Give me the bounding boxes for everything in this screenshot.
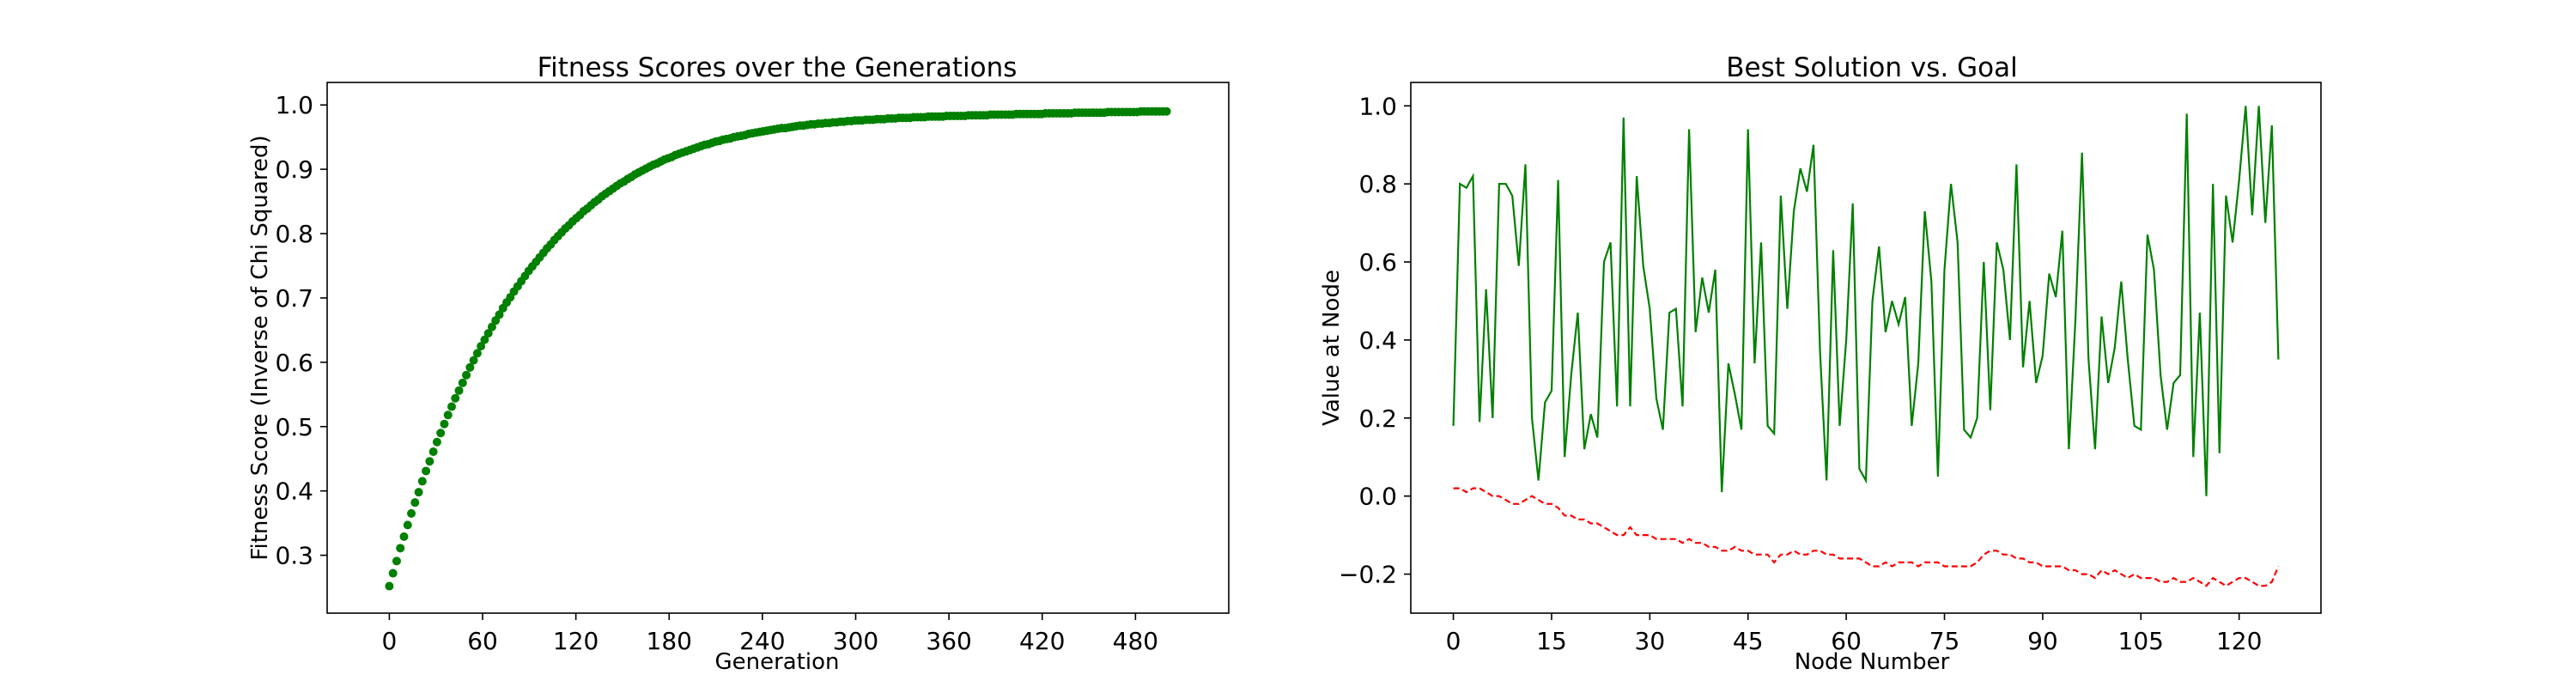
solution-y-tick-label: 0.0 (1358, 483, 1397, 511)
fitness-point (469, 356, 478, 365)
fitness-point (428, 447, 438, 456)
fitness-chart-ylabel: Fitness Score (Inverse of Chi Squared) (247, 135, 273, 560)
fitness-point (495, 310, 504, 319)
fitness-x-tick-label: 120 (553, 627, 598, 655)
solution-y-frame (1410, 82, 2322, 614)
fitness-y-frame (326, 82, 1230, 614)
fitness-point (414, 488, 423, 497)
fitness-chart-marks (385, 106, 1171, 591)
fitness-point (407, 508, 416, 518)
solution-y-tick-label: 0.4 (1358, 326, 1397, 355)
fitness-y-tick-label: 0.5 (275, 413, 313, 441)
fitness-point (458, 378, 467, 387)
fitness-y-tick-label: 0.7 (275, 284, 313, 313)
goal-line (1453, 487, 2280, 587)
fitness-x-tick-label: 180 (647, 627, 692, 655)
best-solution-line (1452, 106, 2280, 496)
fitness-point (410, 498, 420, 508)
solution-x-tick-label: 60 (1831, 627, 1862, 655)
fitness-point (447, 402, 456, 411)
fitness-point (436, 429, 446, 438)
fitness-point (472, 349, 482, 358)
solution-y-tick-label: −0.2 (1339, 561, 1397, 589)
fitness-point (392, 556, 401, 566)
fitness-chart: Fitness Scores over the Generations Gene… (247, 52, 1230, 675)
solution-x-tick-label: 0 (1446, 627, 1461, 655)
fitness-point (432, 437, 441, 447)
solution-x-tick-label: 75 (1929, 627, 1960, 655)
fitness-y-tick-label: 0.6 (275, 349, 313, 377)
solution-chart-axes: 0 15 30 45 60 75 90 105 120 −0.2 0.0 0.2 0.4 0.6 0.8 1.… (1339, 82, 2322, 655)
solution-x-tick-label: 45 (1733, 627, 1764, 655)
fitness-x-tick-label: 420 (1019, 627, 1065, 655)
fitness-point (462, 370, 471, 380)
solution-x-tick-label: 90 (2027, 627, 2058, 655)
solution-y-tick-label: 0.8 (1358, 170, 1397, 198)
fitness-point (454, 386, 464, 395)
solution-chart-xlabel: Node Number (1795, 649, 1950, 675)
solution-chart-marks (1452, 106, 2280, 587)
solution-x-tick-label: 105 (2118, 627, 2164, 655)
fitness-x-tick-label: 240 (739, 627, 785, 655)
fitness-point (388, 568, 398, 578)
fitness-y-tick-label: 0.3 (275, 542, 313, 570)
solution-x-tick-label: 120 (2216, 627, 2262, 655)
fitness-x-tick-label: 60 (467, 627, 498, 655)
fitness-x-tick-label: 300 (833, 627, 878, 655)
fitness-point (451, 393, 460, 403)
fitness-x-tick-label: 360 (926, 627, 971, 655)
solution-x-tick-label: 15 (1536, 627, 1567, 655)
fitness-point (477, 342, 486, 351)
fitness-chart-axes: 0 60 120 180 240 300 360 420 480 0.3 0.4 0.5 0.6 0.7 0… (275, 82, 1230, 655)
fitness-chart-xlabel: Generation (714, 649, 839, 675)
fitness-point (465, 362, 475, 372)
solution-chart: Best Solution vs. Goal Node Number Value… (1319, 52, 2322, 675)
solution-y-tick-label: 0.6 (1358, 248, 1397, 277)
fitness-point (417, 477, 427, 486)
fitness-x-tick-label: 480 (1113, 627, 1158, 655)
fitness-y-tick-label: 0.8 (275, 220, 313, 248)
fitness-point (425, 457, 434, 466)
fitness-point (399, 532, 409, 541)
fitness-point (440, 419, 449, 429)
fitness-point (396, 544, 405, 553)
fitness-y-tick-label: 0.4 (275, 477, 313, 506)
solution-chart-ylabel: Value at Node (1319, 270, 1345, 426)
solution-y-tick-label: 1.0 (1358, 92, 1397, 120)
fitness-point (480, 335, 489, 344)
fitness-point (483, 329, 493, 338)
fitness-point (487, 322, 496, 331)
fitness-x-tick-label: 0 (381, 627, 397, 655)
solution-chart-title: Best Solution vs. Goal (1726, 52, 2017, 83)
fitness-point (443, 410, 453, 420)
fitness-y-tick-label: 0.9 (275, 155, 313, 184)
fitness-chart-title: Fitness Scores over the Generations (538, 52, 1018, 83)
solution-y-tick-label: 0.2 (1358, 404, 1397, 433)
fitness-point (1162, 106, 1171, 116)
solution-x-tick-label: 30 (1635, 627, 1666, 655)
fitness-point (422, 466, 431, 476)
fitness-point (385, 581, 394, 591)
fitness-y-tick-label: 1.0 (275, 91, 313, 119)
fitness-point (403, 520, 412, 530)
